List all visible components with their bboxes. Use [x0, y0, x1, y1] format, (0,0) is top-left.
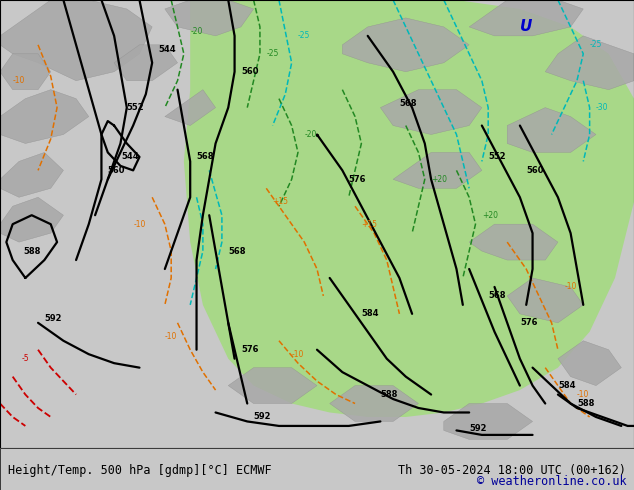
Text: © weatheronline.co.uk: © weatheronline.co.uk — [477, 475, 626, 488]
Polygon shape — [184, 0, 634, 417]
Text: 588: 588 — [380, 390, 398, 399]
Polygon shape — [0, 90, 89, 144]
Text: 576: 576 — [241, 345, 259, 354]
Polygon shape — [545, 36, 634, 90]
Text: 560: 560 — [526, 166, 544, 175]
Text: 584: 584 — [361, 309, 379, 318]
Text: -25: -25 — [590, 40, 602, 49]
Text: 544: 544 — [121, 152, 139, 161]
Text: 588: 588 — [577, 399, 594, 408]
Text: 568: 568 — [197, 152, 214, 161]
Text: -10: -10 — [564, 282, 577, 292]
Text: Th 30-05-2024 18:00 UTC (00+162): Th 30-05-2024 18:00 UTC (00+162) — [398, 464, 626, 477]
Text: -25: -25 — [298, 31, 311, 40]
Polygon shape — [393, 152, 482, 188]
Text: +20: +20 — [482, 211, 498, 220]
Text: -10: -10 — [133, 220, 146, 229]
Text: 568: 568 — [228, 246, 246, 256]
Text: -30: -30 — [596, 103, 609, 112]
Text: Height/Temp. 500 hPa [gdmp][°C] ECMWF: Height/Temp. 500 hPa [gdmp][°C] ECMWF — [8, 464, 271, 477]
Text: 584: 584 — [558, 381, 576, 390]
Polygon shape — [380, 90, 482, 135]
Polygon shape — [0, 197, 63, 242]
Polygon shape — [0, 54, 51, 90]
Text: 568: 568 — [399, 98, 417, 108]
Text: -10: -10 — [13, 76, 25, 85]
Text: 576: 576 — [520, 318, 538, 327]
Text: 552: 552 — [488, 152, 506, 161]
Text: +20: +20 — [431, 175, 447, 184]
Text: -20: -20 — [304, 130, 317, 139]
Text: 544: 544 — [158, 45, 176, 54]
Polygon shape — [507, 278, 583, 323]
Text: -10: -10 — [292, 350, 304, 359]
Polygon shape — [0, 0, 152, 81]
Polygon shape — [507, 108, 596, 152]
Text: -25: -25 — [266, 49, 279, 58]
Text: +15: +15 — [273, 197, 288, 206]
Polygon shape — [469, 0, 583, 36]
Polygon shape — [114, 45, 178, 81]
Text: -10: -10 — [577, 390, 590, 399]
Text: 560: 560 — [241, 67, 259, 76]
Text: 588: 588 — [23, 246, 41, 256]
Polygon shape — [342, 18, 469, 72]
Text: 592: 592 — [44, 314, 62, 323]
Polygon shape — [165, 90, 216, 125]
Text: 592: 592 — [469, 424, 487, 433]
Text: -20: -20 — [190, 27, 203, 36]
Polygon shape — [228, 368, 317, 404]
Text: 552: 552 — [127, 103, 145, 112]
Polygon shape — [444, 404, 533, 440]
Text: -5: -5 — [22, 354, 29, 363]
Text: 576: 576 — [349, 175, 366, 184]
Text: U: U — [520, 20, 533, 34]
Polygon shape — [165, 0, 254, 36]
Polygon shape — [469, 224, 558, 260]
Polygon shape — [330, 386, 418, 421]
Text: 568: 568 — [488, 292, 506, 300]
Text: -10: -10 — [165, 332, 178, 341]
Text: 560: 560 — [108, 166, 126, 175]
Text: 592: 592 — [254, 413, 271, 421]
Text: +15: +15 — [361, 220, 377, 229]
Polygon shape — [0, 152, 63, 197]
Polygon shape — [558, 341, 621, 386]
